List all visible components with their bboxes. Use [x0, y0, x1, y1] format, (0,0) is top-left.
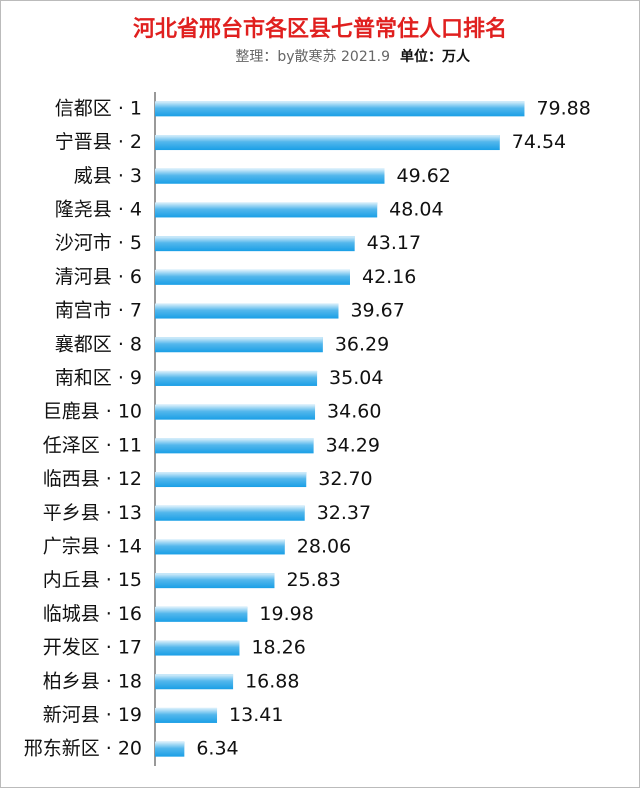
value-label: 48.04 [389, 198, 443, 220]
category-label: 清河县 · 6 [55, 266, 142, 288]
category-label: 南宫市 · 7 [55, 300, 142, 322]
category-label: 隆尧县 · 4 [55, 198, 142, 220]
bar-highlight [155, 101, 525, 117]
value-label: 6.34 [196, 738, 238, 760]
bar-highlight [155, 370, 318, 386]
bar-highlight [155, 606, 248, 622]
bar-highlight [155, 674, 234, 690]
bar-highlight [155, 438, 314, 454]
category-label: 临西县 · 12 [43, 468, 142, 490]
value-label: 42.16 [362, 266, 416, 288]
value-label: 32.70 [318, 468, 372, 490]
value-label: 39.67 [350, 300, 404, 322]
value-label: 25.83 [286, 569, 340, 591]
category-label: 平乡县 · 13 [43, 502, 142, 524]
category-label: 临城县 · 16 [43, 603, 142, 625]
chart-title: 河北省邢台市各区县七普常住人口排名 [133, 16, 507, 42]
category-label: 新河县 · 19 [43, 704, 142, 726]
category-label: 柏乡县 · 18 [43, 670, 142, 692]
category-label: 沙河市 · 5 [55, 232, 142, 254]
bar-highlight [155, 269, 350, 285]
value-label: 74.54 [512, 131, 566, 153]
value-label: 19.98 [259, 603, 313, 625]
category-label: 巨鹿县 · 10 [43, 401, 142, 423]
category-label: 开发区 · 17 [43, 637, 142, 659]
value-label: 35.04 [329, 367, 383, 389]
category-label: 信都区 · 1 [55, 97, 142, 119]
bar-highlight [155, 303, 339, 319]
bar-highlight [155, 472, 307, 488]
category-label: 内丘县 · 15 [43, 569, 142, 591]
bar-highlight [155, 337, 323, 353]
category-label: 南和区 · 9 [55, 367, 142, 389]
value-label: 49.62 [396, 165, 450, 187]
value-label: 16.88 [245, 670, 299, 692]
unit-label: 单位：万人 [400, 48, 471, 65]
bar-highlight [155, 539, 285, 555]
value-label: 79.88 [536, 97, 590, 119]
bar-highlight [155, 404, 316, 420]
bar-highlight [155, 707, 218, 723]
category-label: 宁晋县 · 2 [55, 131, 142, 153]
category-label: 襄都区 · 8 [55, 333, 142, 355]
category-label: 任泽区 · 11 [43, 434, 142, 456]
value-label: 43.17 [367, 232, 421, 254]
value-label: 18.26 [251, 637, 305, 659]
value-label: 28.06 [297, 535, 351, 557]
bar-highlight [155, 168, 385, 184]
category-label: 广宗县 · 14 [43, 535, 142, 557]
category-label: 威县 · 3 [74, 165, 142, 187]
value-label: 34.29 [326, 434, 380, 456]
category-label: 邢东新区 · 20 [24, 738, 142, 760]
bar-highlight [155, 236, 355, 252]
value-label: 32.37 [317, 502, 371, 524]
value-label: 13.41 [229, 704, 283, 726]
value-label: 34.60 [327, 401, 381, 423]
bar-highlight [155, 640, 240, 656]
value-label: 36.29 [335, 333, 389, 355]
bar-highlight [155, 573, 275, 589]
bar-highlight [155, 741, 185, 757]
bar-highlight [155, 505, 305, 521]
chart-subtitle: 整理：by散寒苏 2021.9 [235, 48, 390, 65]
bar-highlight [155, 202, 378, 218]
bar-highlight [155, 135, 500, 151]
